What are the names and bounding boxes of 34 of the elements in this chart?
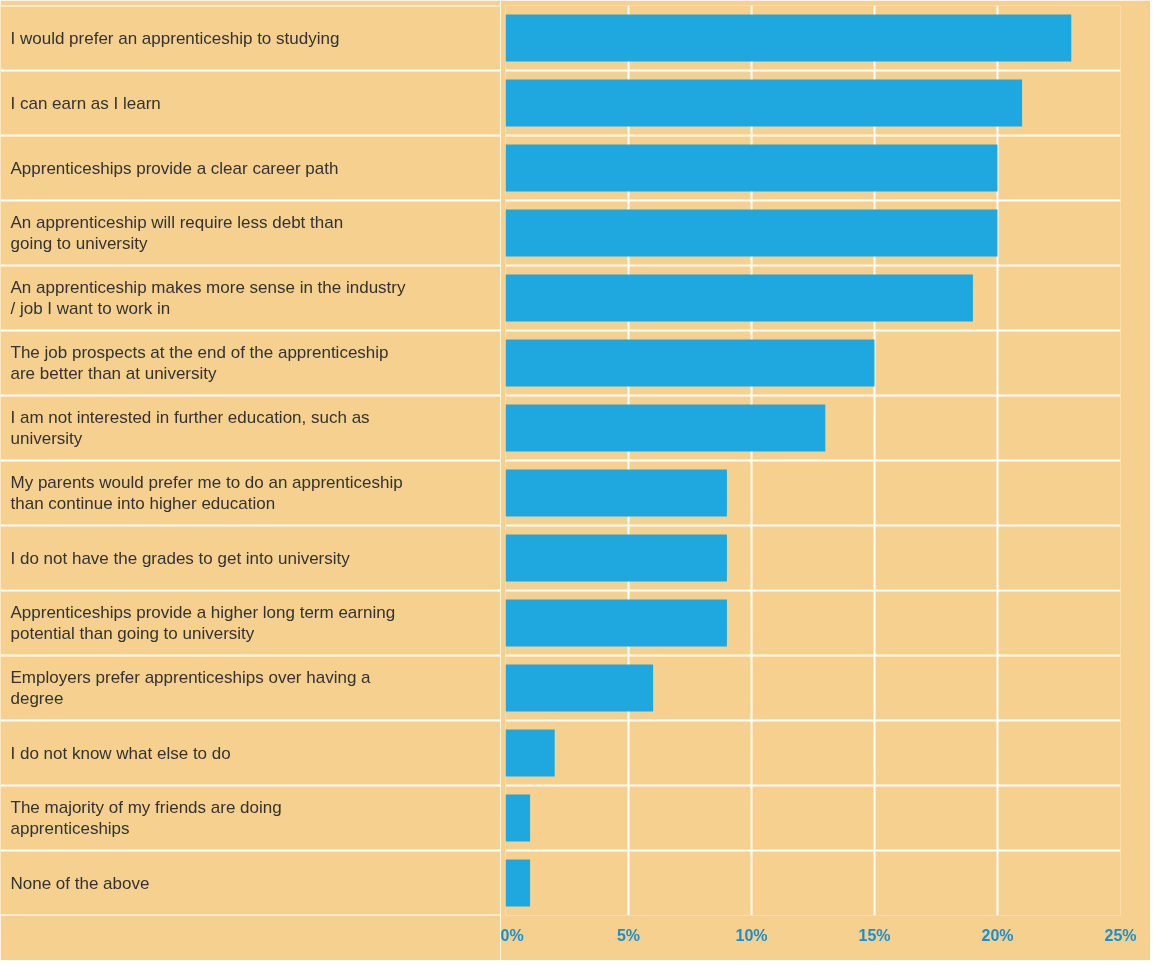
- bar: [505, 209, 998, 257]
- bar: [505, 79, 1023, 127]
- y-tick-label: An apprenticeship makes more sense in the industry / job I want to work in: [10, 277, 406, 319]
- x-tick-label: 15%: [858, 926, 891, 944]
- bar: [505, 534, 727, 582]
- bar: [505, 859, 531, 907]
- y-tick-label: I can earn as I learn: [10, 93, 161, 113]
- x-tick-label: 10%: [735, 926, 768, 944]
- bar: [505, 599, 727, 647]
- y-tick-label: My parents would prefer me to do an apprenticeship than continue into higher education: [10, 472, 403, 514]
- x-tick-label: 25%: [1104, 926, 1137, 944]
- y-tick-label: An apprenticeship will require less debt than going to university: [10, 212, 344, 254]
- y-tick-label: Employers prefer apprenticeships over having a degree: [10, 667, 372, 709]
- y-tick-label: I do not know what else to do: [10, 743, 231, 763]
- y-tick-label: Apprenticeships provide a higher long term earning potential than going to university: [10, 602, 396, 644]
- x-tick-label: 20%: [981, 926, 1014, 944]
- y-tick-label: The majority of my friends are doing apprenticeships: [10, 797, 282, 839]
- bar: [505, 274, 973, 322]
- bar: [505, 664, 654, 712]
- y-tick-label: The job prospects at the end of the apprenticeship are better than at university: [10, 342, 389, 384]
- y-tick-label: I would prefer an apprenticeship to studying: [10, 28, 340, 48]
- bar: [505, 469, 727, 517]
- x-tick-label: 5%: [616, 926, 641, 944]
- bar: [505, 14, 1072, 62]
- y-tick-label: None of the above: [10, 873, 150, 893]
- bar: [505, 794, 531, 842]
- bar: [505, 404, 826, 452]
- bar: [505, 729, 555, 777]
- bar: [505, 144, 998, 192]
- y-tick-label: I do not have the grades to get into university: [10, 548, 351, 568]
- y-tick-label: I am not interested in further education, such as university: [10, 407, 370, 449]
- bar: [505, 339, 875, 387]
- y-tick-label: Apprenticeships provide a clear career path: [10, 158, 339, 178]
- x-tick-label: 0%: [500, 926, 524, 944]
